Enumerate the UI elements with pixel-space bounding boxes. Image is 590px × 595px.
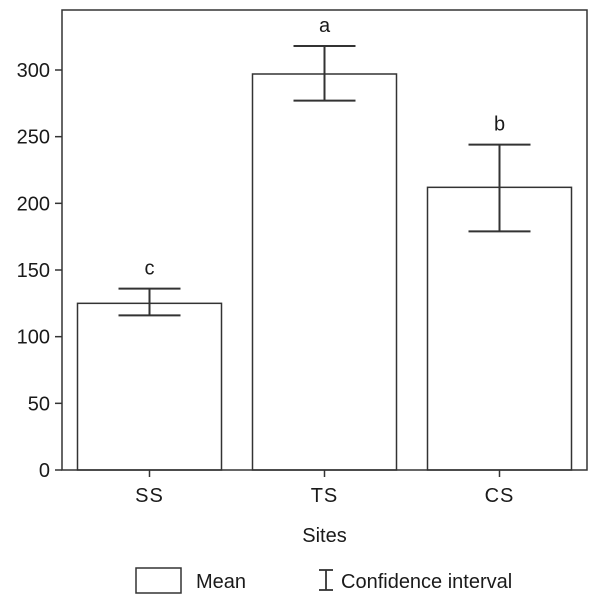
error-bar-cs — [468, 143, 531, 233]
y-tick-label: 200 — [17, 193, 50, 215]
confidence-interval-icon — [319, 569, 333, 591]
significance-label-cs: b — [494, 114, 505, 136]
legend-mean-label: Mean — [196, 571, 246, 593]
y-tick-label: 150 — [17, 260, 50, 282]
y-axis: 0 50 100 150 200 250 300 — [17, 60, 62, 482]
error-bar-ss — [118, 287, 181, 317]
y-tick-label: 250 — [17, 127, 50, 149]
x-tick-label: CS — [485, 485, 515, 507]
y-tick-label: 50 — [28, 393, 50, 415]
bars — [76, 73, 573, 471]
error-bars — [118, 45, 531, 317]
legend-ci-label: Confidence interval — [341, 571, 512, 593]
bar-ss — [76, 302, 223, 471]
legend: Mean Confidence interval — [135, 567, 512, 594]
significance-label-ss: c — [145, 258, 155, 280]
significance-label-ts: a — [319, 15, 331, 37]
x-tick-label: TS — [311, 485, 339, 507]
x-tick-label: SS — [135, 485, 164, 507]
error-bar-ts — [293, 45, 356, 102]
significance-labels: c a b — [145, 15, 506, 280]
y-tick-label: 100 — [17, 327, 50, 349]
y-tick-label: 300 — [17, 60, 50, 82]
x-axis: SS TS CS — [135, 470, 515, 507]
y-tick-label: 0 — [39, 460, 50, 482]
x-axis-title: Sites — [302, 525, 346, 547]
legend-mean-swatch — [135, 567, 182, 594]
bar-cs — [426, 186, 573, 471]
bar-ts — [251, 73, 398, 471]
plot-frame — [61, 9, 588, 471]
